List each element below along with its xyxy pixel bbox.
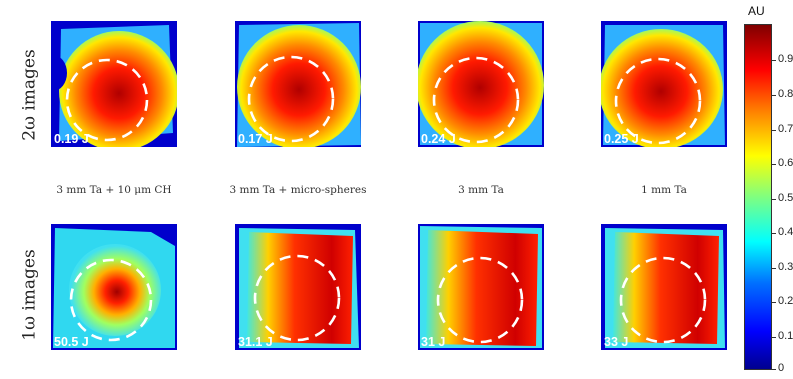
colorbar-tick-label: 0.2 — [778, 295, 793, 307]
energy-label: 0.17 J — [238, 132, 273, 146]
image-2omega-1mm-ta: 0.25 J — [601, 21, 727, 147]
colorbar-tick — [772, 233, 776, 234]
image-1omega-ch: 50.5 J — [51, 224, 177, 350]
image-1omega-1mm-ta: 33 J — [601, 224, 727, 350]
image-2omega-3mm-ta: 0.24 J — [418, 21, 544, 147]
energy-label: 31 J — [421, 335, 446, 349]
colorbar-tick — [772, 95, 776, 96]
colorbar-tick — [772, 337, 776, 338]
caption-ch: 3 mm Ta + 10 μm CH — [56, 184, 172, 196]
colorbar-tick-label: 0.7 — [778, 123, 793, 135]
energy-label: 31.1 J — [238, 335, 273, 349]
caption-1mm-ta: 1 mm Ta — [641, 184, 687, 196]
colorbar-tick — [772, 130, 776, 131]
caption-3mm-ta: 3 mm Ta — [458, 184, 504, 196]
image-2omega-microspheres: 0.17 J — [235, 21, 361, 147]
colorbar-tick-label: 0.9 — [778, 53, 793, 65]
colorbar-tick — [772, 302, 776, 303]
colorbar-tick — [772, 268, 776, 269]
colorbar-tick — [772, 199, 776, 200]
energy-label: 0.25 J — [604, 132, 639, 146]
colorbar-tick-label: 0.5 — [778, 192, 793, 204]
colorbar-tick-label: 0.4 — [778, 226, 793, 238]
energy-label: 0.24 J — [421, 132, 456, 146]
colorbar — [744, 24, 772, 370]
image-1omega-microspheres: 31.1 J — [235, 224, 361, 350]
row-label-1omega: 1ω images — [19, 249, 40, 341]
colorbar-tick-label: 0.8 — [778, 88, 793, 100]
colorbar-tick-label: 0.3 — [778, 261, 793, 273]
colorbar-tick — [772, 369, 776, 370]
colorbar-tick — [772, 164, 776, 165]
colorbar-title: AU — [748, 4, 765, 18]
colorbar-tick-label: 0 — [778, 362, 785, 374]
energy-label: 50.5 J — [54, 335, 89, 349]
row-label-2omega: 2ω images — [19, 49, 40, 141]
colorbar-tick-label: 0.6 — [778, 157, 793, 169]
caption-microspheres: 3 mm Ta + micro-spheres — [229, 184, 367, 196]
colorbar-tick-label: 0.1 — [778, 330, 793, 342]
energy-label: 33 J — [604, 335, 629, 349]
energy-label: 0.19 J — [54, 132, 89, 146]
image-2omega-ch: 0.19 J — [51, 21, 177, 147]
colorbar-tick — [772, 60, 776, 61]
image-1omega-3mm-ta: 31 J — [418, 224, 544, 350]
